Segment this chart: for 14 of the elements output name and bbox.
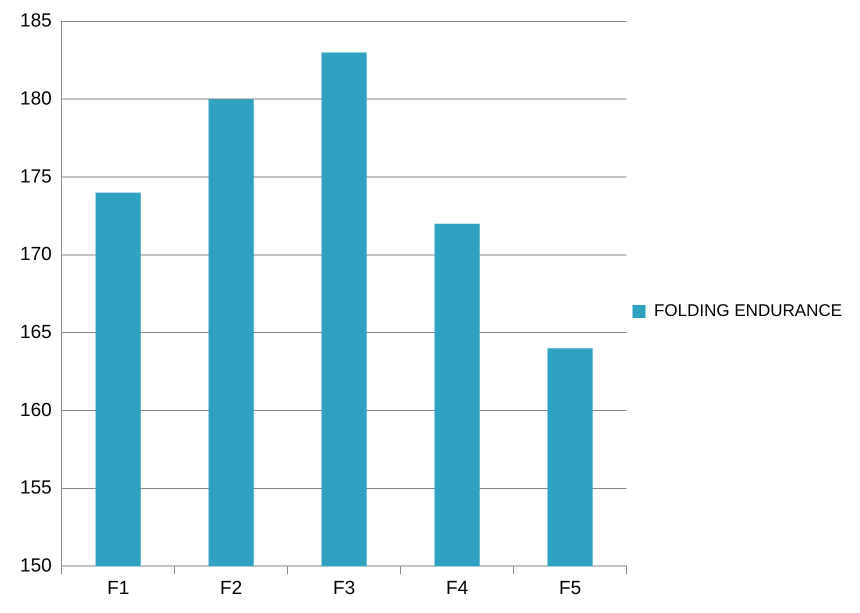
x-tick-label: F1 xyxy=(107,578,130,599)
x-tick-label: F4 xyxy=(446,578,469,599)
y-tick-label: 150 xyxy=(20,555,52,576)
x-tick-label: F5 xyxy=(558,578,582,599)
y-tick-label: 170 xyxy=(20,244,52,266)
y-tick-label: 175 xyxy=(20,166,52,188)
x-tick-label: F2 xyxy=(220,578,242,599)
y-tick-label: 160 xyxy=(20,400,52,421)
y-tick-label: 155 xyxy=(20,478,52,499)
y-tick-label: 165 xyxy=(20,322,52,343)
x-tick-label: F3 xyxy=(333,578,356,599)
y-tick-label: 180 xyxy=(20,88,52,110)
legend-label: FOLDING ENDURANCE xyxy=(654,301,842,320)
y-tick-label: 185 xyxy=(20,10,52,32)
